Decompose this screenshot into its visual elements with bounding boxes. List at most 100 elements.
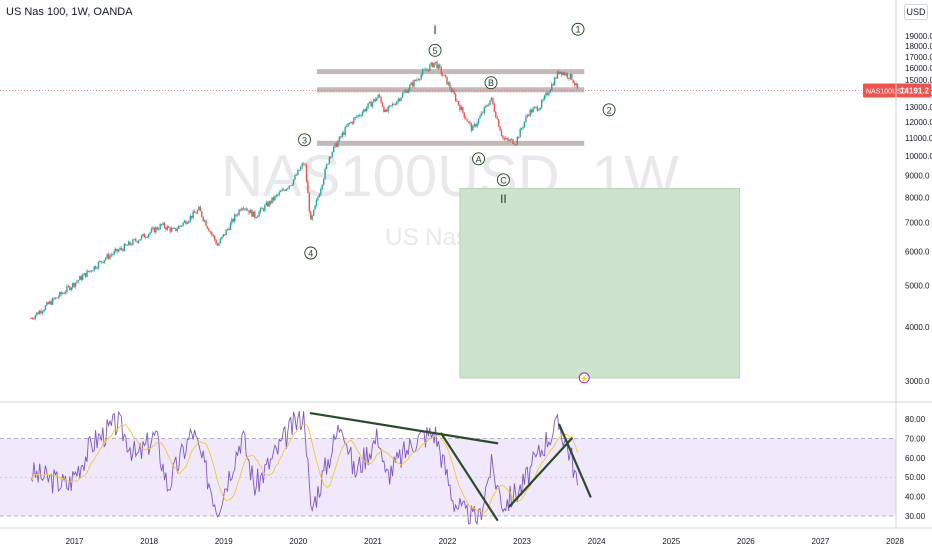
candle-body bbox=[238, 209, 240, 215]
candle-body bbox=[211, 232, 213, 235]
price-tick-label: 11000.0 bbox=[905, 134, 932, 143]
candle-body bbox=[575, 83, 577, 86]
wave-label-circle bbox=[484, 76, 498, 90]
candle-body bbox=[67, 286, 70, 288]
candle-body bbox=[546, 92, 549, 95]
currency-button[interactable]: USD bbox=[904, 4, 928, 20]
candle-body bbox=[317, 197, 319, 200]
candle-body bbox=[158, 229, 160, 231]
candle-body bbox=[460, 106, 463, 111]
candle-body bbox=[249, 209, 252, 214]
rsi-line bbox=[30, 410, 578, 526]
candle-body bbox=[33, 318, 35, 320]
candle-body bbox=[476, 123, 478, 127]
candle-body bbox=[241, 208, 243, 211]
wave-label: A bbox=[476, 154, 482, 164]
candle-body bbox=[208, 228, 210, 232]
candle-body bbox=[411, 82, 414, 87]
candle-body bbox=[439, 64, 441, 68]
candle-body bbox=[528, 115, 530, 116]
candle-body bbox=[288, 185, 290, 189]
candle-body bbox=[155, 227, 157, 233]
rsi-axis: 80.00 70.00 60.00 50.00 40.00 30.00 bbox=[905, 415, 926, 521]
candle-body bbox=[377, 94, 379, 99]
candle-body bbox=[343, 132, 345, 135]
wave-label: I bbox=[433, 23, 436, 37]
candle-body bbox=[566, 73, 569, 78]
candle-body bbox=[391, 103, 394, 106]
candle-body bbox=[215, 240, 217, 245]
candle-body bbox=[529, 109, 531, 116]
candle-body bbox=[73, 283, 75, 287]
candle-body bbox=[203, 220, 206, 222]
candle-body bbox=[394, 104, 397, 106]
candle-body bbox=[522, 126, 524, 129]
candle-body bbox=[109, 255, 111, 259]
rsi-tick-label: 60.00 bbox=[905, 454, 926, 463]
candle-body bbox=[295, 174, 298, 176]
candle-body bbox=[248, 210, 250, 214]
candle-body bbox=[163, 222, 166, 228]
candle-body bbox=[79, 276, 81, 281]
price-tick-label: 12000.0 bbox=[905, 118, 932, 127]
candle-body bbox=[152, 227, 154, 229]
candle-body bbox=[467, 121, 470, 123]
candle-body bbox=[228, 228, 230, 230]
candle-body bbox=[50, 301, 52, 305]
candle-body bbox=[103, 260, 105, 263]
candle-body bbox=[507, 139, 510, 141]
candle-body bbox=[430, 62, 432, 66]
candle-body bbox=[284, 190, 286, 191]
candle-body bbox=[442, 74, 444, 76]
candle-body bbox=[396, 101, 398, 105]
candle-body bbox=[380, 96, 382, 103]
candle-body bbox=[64, 291, 67, 294]
candle-body bbox=[268, 201, 270, 207]
candle-body bbox=[130, 244, 133, 246]
candle-body bbox=[186, 222, 189, 224]
candle-body bbox=[261, 207, 263, 209]
candle-body bbox=[242, 208, 245, 210]
price-tick-label: 17000.0 bbox=[905, 53, 932, 62]
candle-body bbox=[169, 227, 171, 232]
candle-body bbox=[170, 228, 173, 232]
candle-body bbox=[298, 169, 300, 171]
candle-body bbox=[205, 220, 207, 227]
candle-body bbox=[312, 209, 315, 216]
candle-body bbox=[256, 216, 259, 218]
candle-body bbox=[143, 233, 146, 238]
candle-body bbox=[384, 109, 387, 112]
candle-body bbox=[60, 292, 62, 294]
candle-body bbox=[199, 206, 202, 212]
candle-body bbox=[459, 105, 461, 111]
candle-body bbox=[324, 168, 326, 179]
rsi-ma-line bbox=[30, 423, 578, 514]
candle-body bbox=[373, 99, 375, 103]
candle-body bbox=[182, 222, 184, 226]
candle-body bbox=[300, 167, 302, 171]
candle-body bbox=[179, 225, 181, 227]
candle-body bbox=[218, 243, 220, 246]
rsi-tick-label: 80.00 bbox=[905, 415, 926, 424]
candle-body bbox=[113, 250, 115, 255]
candle-body bbox=[235, 214, 237, 216]
candle-body bbox=[305, 164, 308, 182]
candle-body bbox=[46, 302, 48, 306]
support-resistance-lines bbox=[0, 69, 896, 146]
candle-body bbox=[297, 169, 299, 175]
sr-band bbox=[316, 69, 585, 75]
candle-body bbox=[258, 211, 260, 217]
candle-body bbox=[304, 164, 306, 165]
candle-body bbox=[370, 101, 372, 107]
rsi-tick-label: 70.00 bbox=[905, 434, 926, 443]
candle-body bbox=[191, 215, 193, 219]
price-tick-label: 5000.0 bbox=[905, 282, 930, 291]
time-tick-label: 2017 bbox=[66, 537, 84, 546]
candle-body bbox=[503, 138, 506, 140]
candle-body bbox=[140, 235, 143, 240]
candle-body bbox=[351, 121, 354, 124]
candle-body bbox=[502, 135, 504, 139]
candle-body bbox=[277, 194, 279, 196]
symbol-title[interactable]: US Nas 100, 1W, OANDA bbox=[6, 6, 133, 18]
